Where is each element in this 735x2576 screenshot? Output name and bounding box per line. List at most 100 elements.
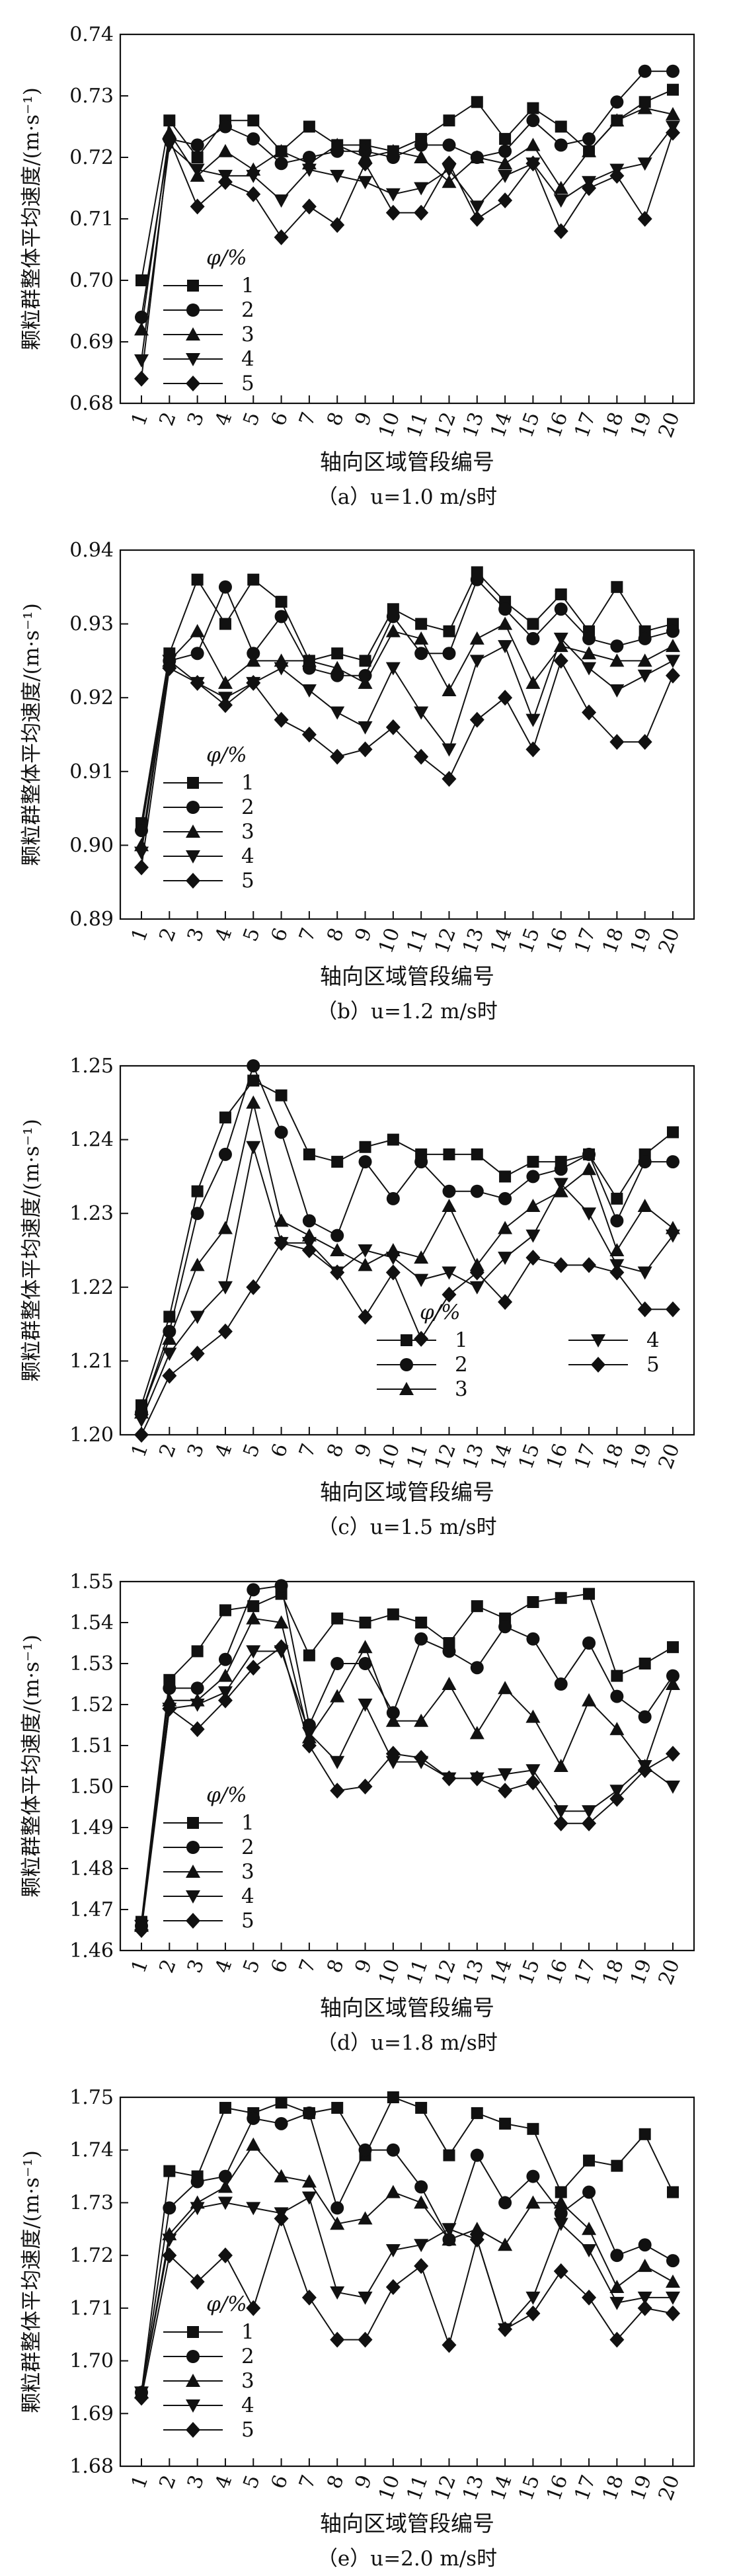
series-5 — [134, 1234, 680, 1443]
x-tick-label: 19 — [626, 1956, 656, 1988]
x-tick-label: 10 — [374, 1956, 405, 1988]
data-point — [498, 1191, 512, 1205]
data-point — [385, 624, 401, 637]
y-tick-label: 1.68 — [69, 2455, 114, 2478]
data-point — [442, 1199, 457, 1213]
data-point — [163, 1681, 176, 1695]
x-tick-label: 17 — [570, 1441, 601, 1472]
data-point — [163, 2201, 176, 2215]
data-point — [582, 1147, 596, 1161]
data-point — [386, 2143, 400, 2157]
legend-marker — [186, 1865, 200, 1878]
data-point — [274, 229, 289, 245]
data-point — [301, 1738, 317, 1753]
data-point — [330, 1783, 345, 1799]
x-tick-label: 2 — [155, 1441, 180, 1461]
data-point — [525, 2195, 541, 2209]
data-point — [274, 1213, 289, 1227]
data-point — [470, 1661, 484, 1675]
x-tick-label: 13 — [458, 925, 488, 957]
data-point — [555, 120, 567, 133]
x-tick-label: 16 — [542, 2472, 572, 2504]
data-point — [330, 706, 345, 720]
x-axis-label: 轴向区域管段编号 — [320, 1479, 494, 1505]
data-point — [442, 1677, 457, 1690]
data-point — [163, 2165, 176, 2177]
data-point — [554, 602, 568, 616]
data-point — [301, 2174, 317, 2188]
data-point — [134, 1922, 149, 1938]
legend-marker — [186, 353, 200, 366]
data-point — [217, 1323, 233, 1340]
data-point — [667, 1641, 679, 1654]
panel-caption: （c）u=1.5 m/s时 — [317, 1515, 496, 1539]
data-point — [553, 2195, 568, 2209]
data-point — [217, 1668, 233, 1682]
data-point — [583, 1588, 596, 1600]
x-tick-label: 5 — [239, 925, 264, 945]
x-tick-label: 1 — [127, 1441, 153, 1461]
data-point — [498, 690, 513, 706]
data-point — [301, 653, 317, 667]
y-tick-label: 1.21 — [69, 1349, 114, 1373]
y-tick-label: 0.71 — [69, 208, 114, 231]
data-point — [163, 114, 176, 127]
data-point — [274, 1615, 289, 1629]
x-tick-label: 20 — [654, 2472, 685, 2504]
data-point — [666, 1669, 679, 1683]
data-point — [609, 2296, 625, 2310]
data-point — [330, 1755, 345, 1769]
data-point — [358, 2143, 372, 2157]
data-point — [498, 144, 512, 158]
data-point — [555, 588, 567, 600]
legend-label: 4 — [646, 1328, 660, 1352]
data-point — [162, 131, 177, 147]
data-point — [666, 2305, 680, 2321]
legend-label: 1 — [241, 274, 254, 298]
data-point — [358, 1657, 372, 1670]
data-point — [414, 2180, 428, 2194]
data-point — [358, 1640, 373, 1654]
data-point — [301, 163, 317, 177]
x-tick-label: 4 — [211, 409, 237, 429]
legend-label: 4 — [241, 347, 254, 371]
x-axis-label: 轴向区域管段编号 — [320, 2511, 494, 2536]
y-tick-label: 1.23 — [69, 1202, 114, 1225]
data-point — [637, 1301, 652, 1318]
y-tick-label: 0.90 — [69, 834, 114, 857]
data-point — [247, 1059, 260, 1072]
x-tick-label: 2 — [155, 409, 180, 429]
legend-marker — [186, 1913, 200, 1929]
y-axis-label: 颗粒群整体平均速度/(m·s⁻¹) — [20, 1119, 44, 1382]
data-point — [582, 143, 597, 157]
data-point — [247, 647, 260, 661]
data-point — [219, 2101, 231, 2114]
data-point — [301, 1242, 317, 1258]
data-point — [470, 1184, 484, 1198]
data-point — [247, 1583, 260, 1597]
data-point — [190, 2274, 205, 2290]
data-point — [135, 274, 147, 286]
x-tick-label: 6 — [267, 2472, 293, 2492]
plot-frame — [119, 1065, 695, 1436]
data-point — [414, 150, 429, 163]
data-point — [582, 1162, 597, 1176]
data-point — [499, 133, 512, 145]
data-point — [469, 1258, 484, 1271]
y-tick-label: 0.69 — [69, 331, 114, 354]
data-point — [385, 1746, 401, 1762]
data-point — [582, 1257, 597, 1273]
data-point — [414, 631, 429, 645]
legend-marker — [187, 777, 199, 789]
data-point — [525, 1199, 541, 1213]
x-tick-label: 5 — [239, 1441, 264, 1461]
data-point — [246, 2137, 261, 2151]
x-tick-label: 11 — [403, 2472, 433, 2504]
x-tick-label: 4 — [211, 1441, 237, 1461]
data-point — [217, 2179, 233, 2193]
x-tick-label: 9 — [351, 1956, 377, 1976]
x-tick-label: 1 — [127, 925, 153, 945]
legend-label: 2 — [455, 1353, 468, 1377]
data-point — [219, 1604, 231, 1617]
data-point — [442, 683, 457, 697]
